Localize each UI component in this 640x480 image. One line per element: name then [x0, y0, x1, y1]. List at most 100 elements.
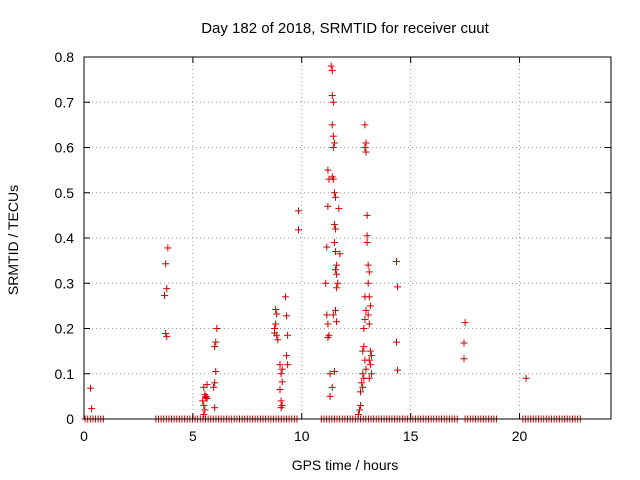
y-axis-label: SRMTID / TECUs	[5, 185, 21, 295]
data-point	[460, 355, 468, 363]
data-point	[364, 311, 372, 319]
data-point	[362, 148, 370, 156]
data-point	[276, 386, 284, 394]
data-point	[357, 401, 365, 409]
data-point	[333, 261, 341, 269]
data-point	[199, 397, 207, 405]
data-point	[363, 211, 371, 219]
data-point	[322, 279, 330, 287]
data-point	[326, 370, 334, 378]
data-point	[333, 318, 341, 326]
data-point	[323, 243, 331, 251]
data-point	[461, 319, 469, 327]
y-tick-label: 0.1	[55, 366, 75, 382]
data-point	[328, 121, 336, 129]
data-point	[354, 410, 362, 418]
data-point	[460, 339, 468, 347]
data-point	[394, 366, 402, 374]
data-point	[211, 379, 219, 387]
data-point	[272, 305, 280, 313]
data-point	[283, 352, 291, 360]
data-point	[330, 239, 338, 247]
data-point	[200, 410, 208, 418]
data-point	[355, 406, 363, 414]
x-tick-label: 10	[294, 428, 310, 444]
data-point	[362, 306, 370, 314]
data-point	[283, 312, 291, 320]
data-point	[366, 361, 374, 369]
data-point	[367, 352, 375, 360]
data-point	[361, 315, 369, 323]
data-point	[522, 374, 530, 382]
data-point	[394, 283, 402, 291]
data-point	[392, 338, 400, 346]
data-point	[273, 310, 281, 318]
y-tick-label: 0.3	[55, 275, 75, 291]
data-point	[361, 121, 369, 129]
data-point	[359, 347, 367, 355]
data-point	[360, 343, 368, 351]
data-point	[392, 258, 400, 266]
data-point	[295, 207, 303, 215]
data-point	[324, 320, 332, 328]
data-point	[328, 91, 336, 99]
chart-title: Day 182 of 2018, SRMTID for receiver cuu…	[201, 20, 489, 37]
data-point	[324, 166, 332, 174]
data-point	[212, 367, 220, 375]
data-point	[363, 232, 371, 240]
data-point	[200, 401, 208, 409]
data-point	[329, 98, 337, 106]
data-point	[277, 397, 285, 405]
x-tick-label: 5	[189, 428, 197, 444]
data-point	[161, 291, 169, 299]
data-point	[363, 239, 371, 247]
data-point	[213, 325, 221, 332]
data-point	[365, 320, 373, 328]
data-point	[211, 343, 219, 351]
data-point	[284, 331, 292, 339]
x-tick-label: 15	[403, 428, 419, 444]
data-point	[332, 225, 340, 233]
data-point	[358, 379, 366, 387]
data-point	[277, 404, 285, 412]
data-point	[271, 329, 279, 337]
data-point	[332, 248, 340, 256]
data-point	[210, 383, 218, 391]
data-point	[365, 293, 373, 301]
grid-layer	[84, 57, 611, 419]
data-point	[201, 406, 209, 414]
ticks-layer: 0 5 10 15 20 0 0.1 0.2 0.3 0.4 0.5 0.6 0.7 0.8	[55, 49, 611, 444]
y-tick-label: 0.4	[55, 230, 75, 246]
data-point	[334, 279, 342, 287]
data-point	[88, 405, 96, 413]
data-point	[332, 266, 340, 274]
data-point	[295, 226, 303, 234]
data-point	[329, 311, 337, 319]
data-point	[212, 338, 220, 346]
data-point	[336, 250, 344, 258]
data-point	[162, 260, 170, 268]
data-point	[327, 62, 335, 70]
data-point	[277, 370, 285, 378]
x-axis-label: GPS time / hours	[292, 457, 399, 473]
data-point	[365, 268, 373, 276]
plot-frame	[83, 56, 612, 420]
data-point	[87, 384, 95, 392]
x-tick-label: 20	[512, 428, 528, 444]
data-point	[335, 205, 343, 213]
data-point	[366, 302, 374, 310]
y-tick-label: 0.7	[55, 94, 75, 110]
data-point	[329, 175, 337, 183]
data-point	[357, 388, 365, 396]
data-point	[324, 334, 332, 342]
data-point	[329, 132, 337, 140]
data-point	[360, 325, 368, 332]
data-point	[332, 306, 340, 314]
y-tick-label: 0.5	[55, 185, 75, 201]
data-point	[276, 361, 284, 369]
data-point	[211, 404, 219, 412]
data-point	[333, 270, 341, 278]
data-point	[164, 244, 172, 252]
data-point	[203, 381, 211, 389]
